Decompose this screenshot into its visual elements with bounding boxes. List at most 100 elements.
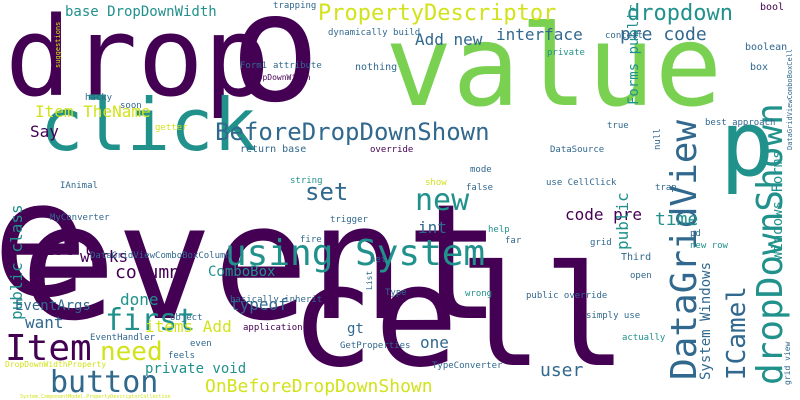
word-code-pre: code pre <box>565 205 642 224</box>
word-attribute: attribute <box>273 61 322 71</box>
word-even: even <box>190 339 212 349</box>
word-nothing: nothing <box>355 62 397 73</box>
word-ianimal: IAnimal <box>60 181 98 191</box>
word-getter: getter <box>155 123 188 133</box>
word-suggestions: suggestions <box>54 22 62 68</box>
word-open: open <box>630 271 652 281</box>
word-need: need <box>100 337 163 367</box>
word-application: application <box>243 323 303 333</box>
word-typeconverter: TypeConverter <box>432 361 503 371</box>
word-trigger: trigger <box>330 215 369 225</box>
word-pre-code: pre code <box>620 24 707 45</box>
word-public-class: public class <box>7 204 26 320</box>
word-far: far <box>505 236 522 246</box>
word-onbeforedropdownshown: OnBeforeDropDownShown <box>205 376 433 397</box>
word-time: time <box>655 209 698 230</box>
word-dropdownwidthproperty: DropDownWidthProperty <box>5 360 106 369</box>
word-grid: grid <box>590 238 612 248</box>
word-fire: fire <box>300 235 322 245</box>
word-use-cellclick: use CellClick <box>546 178 617 188</box>
word-want: want <box>25 313 64 332</box>
word-box: box <box>750 62 768 73</box>
word-third: Third <box>621 252 651 263</box>
word-event: event <box>20 169 502 356</box>
word-boolean: boolean <box>745 42 787 53</box>
word-beforedropdownshown: BeforeDropDownShown <box>215 118 490 146</box>
word-return-base: return base <box>240 144 306 155</box>
word-datagridview: DataGridView <box>664 120 705 380</box>
word-dropdownshown: dropDownShown <box>750 103 791 385</box>
word-p: p <box>720 92 774 197</box>
word-typeof: typeof <box>230 295 288 314</box>
word-private-void: private void <box>145 361 246 377</box>
word-combobox: ComboBox <box>208 264 275 280</box>
word-trap: trap <box>655 183 677 193</box>
word-item: Item <box>5 328 92 369</box>
word-forms-public: Forms public <box>626 4 642 105</box>
word-bool: bool <box>760 2 784 13</box>
word-e: e <box>0 146 88 333</box>
word-wrong: wrong <box>465 289 492 299</box>
word-item-thename: Item TheName <box>35 102 151 121</box>
word-best-approach: best approach <box>705 118 775 128</box>
word-private: private <box>547 48 585 58</box>
word-datasource: DataSource <box>550 145 604 155</box>
word-datagridviewcomboboxcolumn: DataGridViewComboBoxColumn <box>90 251 231 261</box>
word-add-new: Add new <box>415 30 483 49</box>
word-eventhandler: EventHandler <box>90 333 156 343</box>
word-datagridviewcomboboxcell: DataGridViewComboBoxCell <box>786 49 794 150</box>
word-soon: soon <box>120 101 142 111</box>
word-myconverter: MyConverter <box>50 213 110 223</box>
word-feels: feels <box>168 351 195 361</box>
word-system-windows: System Windows <box>698 262 714 380</box>
word-column: column <box>115 262 180 283</box>
word-true: true <box>607 121 629 131</box>
word-simply-use: simply use <box>586 311 640 321</box>
word-object: object <box>170 313 203 323</box>
word-form1: Form1 <box>240 61 267 71</box>
word-system-componentmodel-propertydescriptorcollection: System.ComponentModel.PropertyDescriptor… <box>20 394 171 400</box>
word-mode: mode <box>470 165 492 175</box>
word-list: List <box>365 271 374 290</box>
word-pd: pd <box>690 229 701 239</box>
word-one: one <box>420 333 449 352</box>
word-new-row: new row <box>690 241 729 251</box>
word-dropdownwidth: DropDownWidth <box>248 73 311 82</box>
word-false: false <box>466 183 493 193</box>
word-windows-forms: Windows Forms <box>770 150 786 260</box>
word-using-system: using System <box>225 233 485 274</box>
word-click: click <box>40 83 257 167</box>
word-actually: actually <box>622 333 666 343</box>
word-drop: drop <box>5 0 270 121</box>
word-eventargs: EventArgs <box>15 298 91 314</box>
word-value: value <box>385 2 722 132</box>
word-user: user <box>540 360 584 381</box>
word-done: done <box>120 290 159 309</box>
word-type: Type <box>385 288 407 298</box>
word-icamel: ICamel <box>722 286 752 380</box>
word-works: works <box>80 247 128 266</box>
word-int: int <box>418 218 447 237</box>
word-dynamically-build: dynamically build <box>328 28 420 38</box>
word-first: first <box>105 303 195 338</box>
word-dropdown: dropdown <box>627 1 733 26</box>
word-button: button <box>50 365 158 400</box>
word-say: Say <box>30 122 59 141</box>
word-trapping: trapping <box>273 1 316 11</box>
word-string: string <box>290 176 323 186</box>
word-net: net <box>370 255 386 265</box>
word-gt: gt <box>347 321 364 337</box>
word-base-dropdownwidth: base DropDownWidth <box>65 4 217 20</box>
word-new: new <box>415 183 470 218</box>
word-propertydescriptor: PropertyDescriptor <box>318 1 556 26</box>
word-grid-view: grid view <box>783 341 792 385</box>
word-interface: interface <box>496 25 583 44</box>
word-help: help <box>488 225 510 235</box>
word-context: context <box>605 31 643 41</box>
word-list-lt: List lt <box>35 240 102 259</box>
word-getproperties: GetProperties <box>340 341 410 351</box>
word-set: set <box>305 178 348 206</box>
word-null: null <box>653 128 663 150</box>
